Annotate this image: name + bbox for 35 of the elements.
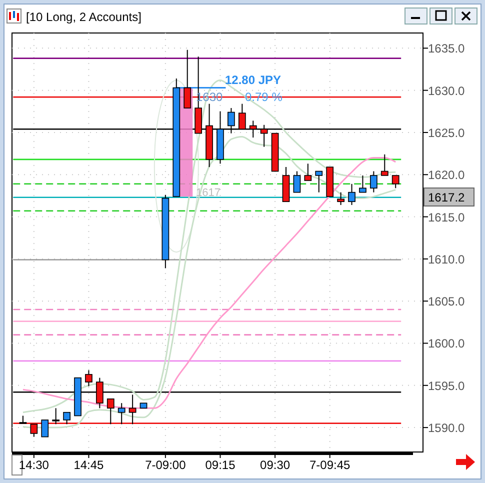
y-tick-label: 1590.0 (428, 421, 466, 436)
y-tick-label: 1600.0 (428, 336, 466, 351)
chart-title: [10 Long, 2 Accounts] (26, 10, 142, 24)
candlestick (41, 420, 49, 438)
candlestick (63, 412, 70, 425)
candlestick (370, 170, 378, 193)
candlestick (337, 192, 344, 206)
x-tick-label: 7-09:00 (145, 458, 186, 472)
candlestick (118, 402, 126, 425)
x-tick-label: 09:15 (205, 458, 236, 472)
x-tick-label: 09:30 (260, 458, 290, 472)
y-tick-label: 1605.0 (428, 294, 466, 309)
y-tick-label: 1625.0 (428, 126, 466, 140)
y-tick-label: 1630.0 (428, 84, 466, 98)
x-tick-label: 14:45 (74, 458, 104, 472)
candlestick (315, 170, 323, 193)
candlestick (85, 370, 92, 387)
y-tick-label: 1610.0 (428, 252, 466, 266)
annotation: 1617 (196, 187, 220, 199)
y-tick-label: 1595.0 (428, 378, 466, 393)
annotation: 12.80 JPY (225, 73, 282, 87)
candlestick (304, 163, 312, 182)
candlestick (348, 183, 356, 206)
text: 1617.2 (428, 190, 466, 204)
candlestick (19, 415, 27, 424)
y-tick-label: 1615.0 (428, 210, 466, 224)
x-tick-label: 7-09:45 (309, 458, 351, 472)
y-tick-label: 1635.0 (428, 42, 466, 56)
candlestick (293, 170, 301, 193)
candlestick (380, 154, 388, 176)
x-tick-label: 14:30 (18, 458, 50, 472)
y-tick-label: 1620.0 (428, 168, 466, 182)
candlestick (52, 408, 60, 425)
candlestick (359, 174, 366, 193)
candlestick (392, 174, 400, 189)
